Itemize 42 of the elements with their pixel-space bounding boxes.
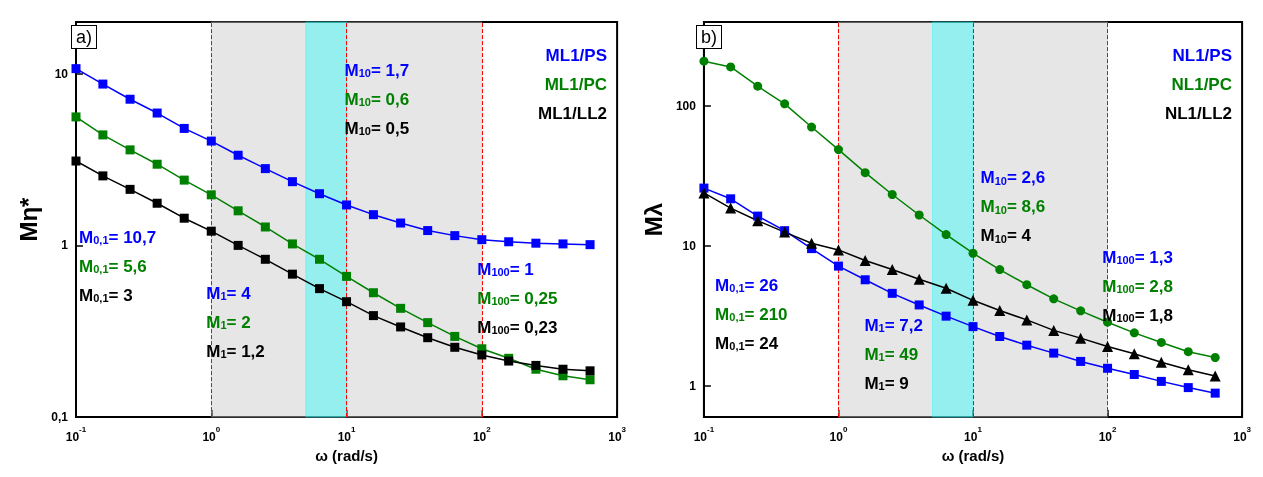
annotation: M10= 0,6 [344,89,410,109]
annotation: M0,1= 10,7 [79,227,157,247]
annotation: M0,1= 3 [79,285,133,305]
y-axis-title: Mη* [14,196,42,242]
annotation: M100= 2,8 [1102,276,1174,296]
annotation: M10= 2,6 [980,168,1046,188]
annotation: M0,1= 26 [715,275,779,295]
annotation: M1= 2 [206,312,251,332]
annotation: M100= 1,3 [1102,247,1174,267]
annotation: M1= 7,2 [864,315,924,335]
text: NL1/LL2 [1164,104,1232,123]
annotation: M100= 1 [477,259,534,279]
annotation: M100= 0,25 [477,288,558,308]
annotation: M1= 49 [864,344,919,364]
text: ML1/LL2 [538,104,607,123]
annotation: M10= 1,7 [344,60,410,80]
x-axis-title: ω (rad/s) [941,447,1005,464]
annotation: M0,1= 5,6 [79,256,147,276]
y-tick-label: 100 [675,99,697,114]
annotation: M10= 8,6 [980,197,1046,217]
y-tick-label: 10 [682,239,697,254]
y-axis-title: Mλ [639,202,667,237]
annotation: M10= 0,5 [344,118,410,138]
annotation: M100= 0,23 [477,317,558,337]
chart-title: b) [701,27,718,47]
text: ML1/PS [545,46,607,65]
text: ML1/PC [544,75,607,94]
annotation: M100= 1,8 [1102,305,1174,325]
y-tick-label: 1 [689,379,697,394]
text: NL1/PC [1171,75,1232,94]
text: NL1/PS [1172,46,1232,65]
annotation: M0,1= 24 [715,333,779,353]
y-tick-label: 0,1 [51,410,69,425]
annotation: M1= 9 [864,373,909,393]
annotation: M1= 1,2 [206,341,265,361]
annotation: M0,1= 210 [715,304,788,324]
annotation: M10= 4 [980,226,1032,246]
x-axis-title: ω (rad/s) [315,447,378,464]
annotation: M1= 4 [206,283,252,303]
chart-title: a) [76,27,93,47]
y-tick-label: 10 [54,66,69,81]
y-tick-label: 1 [61,238,69,253]
